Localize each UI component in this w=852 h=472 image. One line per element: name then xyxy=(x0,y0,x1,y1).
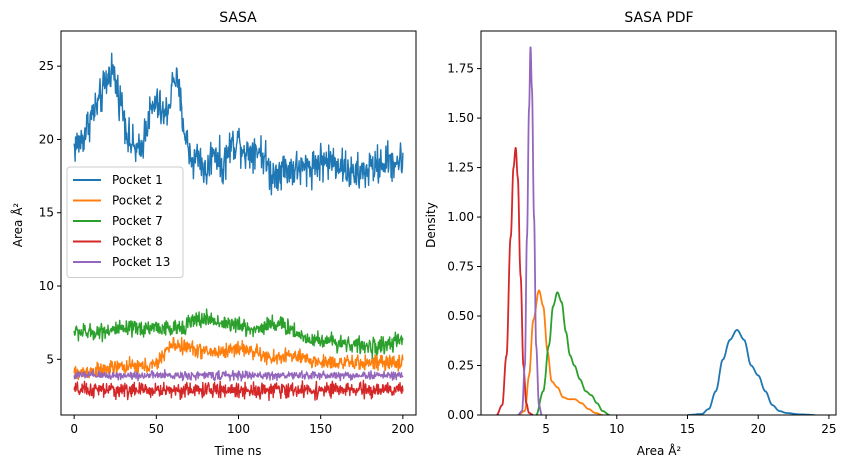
right-x-tick-label: 15 xyxy=(680,422,695,436)
right-axes-frame xyxy=(480,30,837,416)
right-x-tick-label: 25 xyxy=(821,422,836,436)
left-series-pocket-2 xyxy=(73,336,404,381)
left-y-axis-label: Area Å² xyxy=(10,203,25,248)
right-series-pocket-2 xyxy=(517,289,603,415)
legend-label: Pocket 2 xyxy=(112,194,163,208)
sasa-pdf-panel: SASA PDF Area Å² Density 5 10 15 20 25 0.00 0.… xyxy=(424,10,837,458)
right-y-tick-label: 1.25 xyxy=(447,161,474,175)
legend-label: Pocket 13 xyxy=(112,255,170,269)
legend: Pocket 1 Pocket 2 Pocket 7 Pocket 8 Pocket 1… xyxy=(66,166,184,278)
right-x-axis-label: Area Å² xyxy=(637,443,682,458)
right-y-tick-label: 0.25 xyxy=(447,359,474,373)
left-axis-ticks: 0 50 100 150 200 5 10 15 20 25 xyxy=(39,59,415,436)
right-series-pocket-1 xyxy=(687,329,815,415)
right-y-tick-label: 1.75 xyxy=(447,62,474,76)
legend-label: Pocket 8 xyxy=(112,235,163,249)
right-x-tick-label: 5 xyxy=(542,422,550,436)
left-y-tick-label: 15 xyxy=(39,206,54,220)
right-y-tick-label: 0.50 xyxy=(447,309,474,323)
left-plot-area xyxy=(73,52,404,402)
legend-label: Pocket 7 xyxy=(112,214,163,228)
right-x-tick-label: 20 xyxy=(751,422,766,436)
left-y-tick-label: 25 xyxy=(39,59,54,73)
left-x-tick-label: 0 xyxy=(70,422,78,436)
left-y-tick-label: 5 xyxy=(46,352,54,366)
right-axis-ticks: 5 10 15 20 25 0.00 0.25 0.50 0.75 1.00 1.25 1.50 1.7… xyxy=(447,62,836,436)
right-chart-title: SASA PDF xyxy=(624,10,693,26)
left-y-tick-label: 10 xyxy=(39,279,54,293)
left-series-pocket-1 xyxy=(73,52,404,196)
left-x-tick-label: 100 xyxy=(227,422,250,436)
legend-label: Pocket 1 xyxy=(112,173,163,187)
left-series-pocket-7 xyxy=(73,308,404,359)
right-y-axis-label: Density xyxy=(424,202,438,248)
legend-box xyxy=(66,166,184,278)
right-y-tick-label: 1.00 xyxy=(447,210,474,224)
left-series-pocket-8 xyxy=(73,379,404,402)
left-chart-title: SASA xyxy=(219,10,257,26)
right-x-tick-label: 10 xyxy=(609,422,624,436)
left-x-tick-label: 200 xyxy=(391,422,414,436)
sasa-time-series-panel: SASA Time ns Area Å² 0 50 100 150 200 5 10 15 20… xyxy=(10,10,417,458)
left-y-tick-label: 20 xyxy=(39,132,54,146)
right-y-tick-label: 0.75 xyxy=(447,260,474,274)
left-series-pocket-13 xyxy=(73,369,404,382)
right-y-tick-label: 0.00 xyxy=(447,408,474,422)
right-series-pocket-8 xyxy=(496,147,534,415)
left-x-tick-label: 150 xyxy=(309,422,332,436)
left-axes-frame xyxy=(60,30,417,416)
right-series-pocket-13 xyxy=(517,46,543,415)
left-x-axis-label: Time ns xyxy=(213,444,261,458)
right-plot-area xyxy=(496,46,815,415)
right-y-tick-label: 1.50 xyxy=(447,111,474,125)
left-x-tick-label: 50 xyxy=(149,422,164,436)
right-series-pocket-7 xyxy=(535,291,610,415)
